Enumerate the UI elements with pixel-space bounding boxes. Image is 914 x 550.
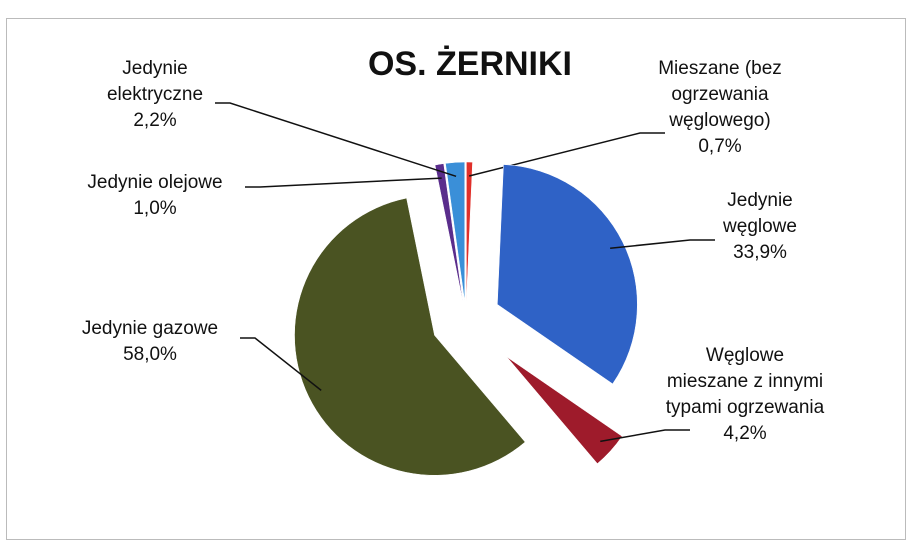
value-label: 4,2% bbox=[723, 423, 767, 444]
leader-line bbox=[600, 429, 690, 443]
category-name: Jedynie gazowe bbox=[81, 318, 219, 339]
pie-slice bbox=[445, 161, 466, 303]
leader-line bbox=[245, 177, 442, 188]
category-name: Jedynie elektryczne bbox=[106, 58, 204, 105]
chart-frame bbox=[6, 18, 906, 540]
slice-label: Jedynie olejowe 1,0% bbox=[55, 170, 255, 222]
slice-label: Węglowe mieszane z innymi typami ogrzewa… bbox=[665, 343, 825, 447]
chart-title: OS. ŻERNIKI bbox=[367, 45, 573, 83]
value-label: 58,0% bbox=[123, 344, 177, 365]
slice-label: Jedynie gazowe 58,0% bbox=[50, 316, 250, 368]
value-label: 33,9% bbox=[733, 242, 787, 263]
pie-slice bbox=[466, 161, 473, 303]
pie-slice bbox=[506, 356, 623, 464]
value-label: 2,2% bbox=[133, 110, 177, 131]
pie-slice bbox=[294, 197, 526, 476]
pie-slice bbox=[497, 164, 638, 385]
category-name: Mieszane (bez ogrzewania węglowego) bbox=[658, 58, 782, 131]
leader-line bbox=[240, 337, 322, 391]
category-name: Węglowe mieszane z innymi typami ogrzewa… bbox=[665, 345, 825, 418]
leader-line bbox=[215, 102, 457, 178]
slice-label: Jedynie węglowe 33,9% bbox=[705, 188, 815, 266]
pie-slice bbox=[434, 163, 464, 303]
leader-line bbox=[468, 132, 665, 177]
slice-label: Mieszane (bez ogrzewania węglowego) 0,7% bbox=[635, 56, 805, 160]
value-label: 0,7% bbox=[698, 136, 742, 157]
slice-label: Jedynie elektryczne 2,2% bbox=[80, 56, 230, 134]
value-label: 1,0% bbox=[133, 198, 177, 219]
category-name: Jedynie węglowe bbox=[723, 190, 797, 237]
category-name: Jedynie olejowe bbox=[87, 172, 223, 193]
leader-line bbox=[610, 239, 715, 250]
